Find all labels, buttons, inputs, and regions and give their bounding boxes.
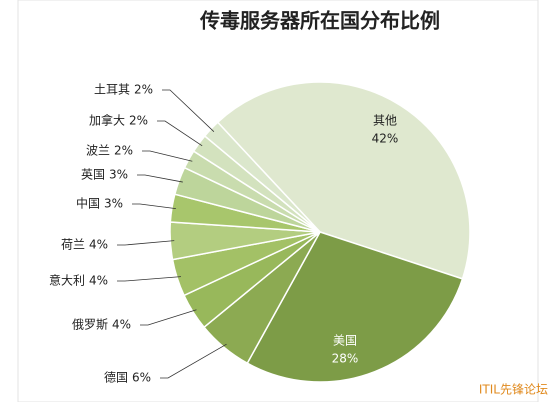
slice-label: 其他: [373, 114, 397, 128]
slice-label: 英国: [81, 168, 105, 182]
leader-line: [162, 89, 215, 132]
value-label: 3%: [109, 168, 128, 182]
slice-label: 中国: [76, 196, 100, 211]
chart-title: 传毒服务器所在国分布比例: [199, 9, 440, 33]
slice-label: 加拿大: [89, 113, 125, 128]
value-label: 2%: [114, 144, 133, 158]
value-label: 6%: [132, 371, 151, 385]
leader-line: [132, 203, 176, 210]
slice-label: 土耳其: [94, 83, 130, 97]
value-label: 2%: [134, 83, 153, 97]
leader-line: [137, 174, 183, 183]
value-label: 28%: [332, 352, 359, 366]
value-label: 4%: [89, 238, 108, 252]
value-label: 3%: [104, 197, 123, 211]
leader-line: [140, 309, 197, 326]
value-label: 4%: [89, 274, 108, 288]
value-label: 42%: [372, 132, 399, 146]
leader-line: [142, 150, 193, 162]
value-label: 4%: [112, 318, 131, 332]
leader-line: [160, 343, 227, 379]
watermark: ITIL先锋论坛: [479, 383, 548, 397]
pie-slice: [216, 81, 471, 280]
leader-line: [117, 276, 182, 282]
slice-label: 波兰: [86, 144, 110, 158]
pie-slice: [246, 231, 464, 383]
slice-label: 美国: [333, 334, 357, 348]
slice-label: 荷兰: [61, 238, 85, 252]
leader-line: [117, 240, 175, 246]
slice-label: 德国: [104, 370, 128, 385]
slice-label: 意大利: [49, 273, 85, 288]
slice-label: 俄罗斯: [72, 318, 108, 332]
leader-line: [157, 120, 203, 147]
value-label: 2%: [129, 114, 148, 128]
